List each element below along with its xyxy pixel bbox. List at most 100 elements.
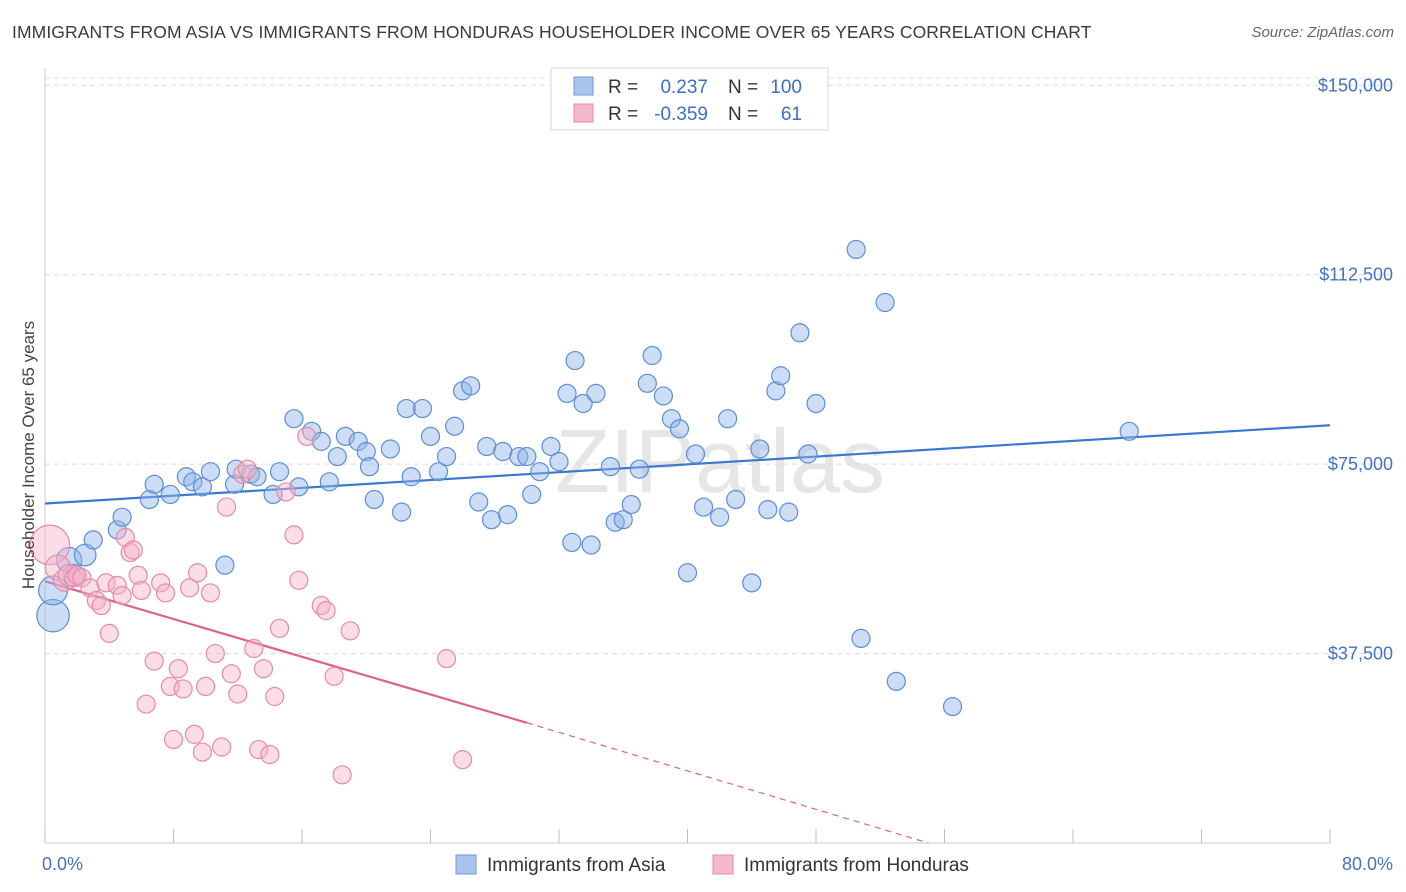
asia-point [693, 497, 714, 517]
legend-n-label: N = [728, 77, 758, 98]
asia-point [942, 697, 963, 717]
legend-n-value: 61 [781, 104, 802, 125]
honduras-point [44, 554, 72, 581]
honduras-point [284, 525, 304, 545]
asia-trend-line [44, 424, 1331, 505]
honduras-point [221, 664, 241, 684]
asia-point [200, 462, 221, 482]
honduras-point [184, 724, 204, 744]
asia-point [139, 489, 160, 510]
asia-point [661, 409, 682, 429]
data-points [29, 239, 1139, 785]
honduras-point [112, 585, 132, 606]
asia-point [311, 431, 331, 451]
chart-title: IMMIGRANTS FROM ASIA VS IMMIGRANTS FROM … [12, 22, 1092, 42]
honduras-point [228, 684, 248, 704]
asia-point [886, 671, 906, 691]
honduras-point [196, 676, 216, 697]
asia-point [481, 510, 502, 530]
honduras-point [187, 563, 208, 583]
honduras-point [200, 583, 221, 603]
asia-point [766, 381, 786, 401]
honduras-point [72, 568, 92, 588]
asia-point [509, 446, 529, 467]
asia-point [629, 459, 649, 479]
asia-point [327, 446, 347, 467]
honduras-point [120, 542, 140, 563]
asia-point [653, 386, 674, 406]
asia-point [790, 323, 810, 343]
honduras-point [131, 580, 151, 601]
asia-point [685, 444, 706, 464]
asia-point [621, 494, 641, 515]
legend-n-label: N = [728, 104, 758, 125]
honduras-point [316, 601, 336, 621]
x-tick-label: 0.0% [42, 854, 83, 874]
asia-point [637, 373, 657, 393]
trend-lines [44, 424, 1331, 844]
asia-point [356, 441, 376, 462]
asia-point [396, 398, 417, 419]
series-legend: Immigrants from Asia Immigrants from Hond… [455, 854, 969, 876]
honduras-point [128, 565, 148, 585]
asia-point [758, 499, 778, 520]
asia-point [224, 474, 245, 494]
honduras-point [276, 482, 296, 502]
asia-point [1119, 421, 1139, 441]
asia-point [107, 520, 127, 540]
asia-point [750, 439, 770, 459]
asia-point [522, 484, 542, 505]
series-legend-label: Immigrants from Asia [487, 855, 666, 876]
honduras-point [453, 750, 473, 770]
series-legend-swatch [455, 854, 477, 875]
asia-point [573, 393, 593, 414]
honduras-point [253, 659, 274, 679]
asia-point [806, 393, 826, 414]
honduras-point [297, 426, 317, 446]
asia-point [83, 530, 103, 550]
asia-point [493, 441, 513, 462]
y-tick-label: $75,000 [1328, 454, 1393, 474]
asia-point [742, 573, 762, 593]
asia-point [144, 474, 164, 494]
asia-point [176, 467, 196, 487]
asia-point [469, 492, 489, 512]
asia-point [771, 366, 791, 386]
y-axis-title: Householder Income Over 65 years [19, 321, 38, 589]
series-legend-label: Immigrants from Honduras [744, 855, 969, 876]
honduras-point [244, 638, 264, 659]
asia-point [289, 477, 309, 497]
legend-r-value: -0.359 [654, 104, 708, 125]
asia-point [798, 444, 818, 464]
asia-point [875, 292, 895, 313]
asia-point [851, 628, 871, 649]
asia-point [541, 436, 561, 457]
asia-point [461, 376, 481, 396]
asia-point [348, 431, 368, 451]
asia-point [401, 467, 421, 487]
legend-r-value: 0.237 [660, 77, 708, 98]
honduras-trend-line [44, 580, 528, 724]
asia-point [112, 507, 132, 527]
asia-point [428, 462, 449, 482]
asia-point [642, 345, 662, 366]
asia-point [562, 532, 582, 553]
y-tick-labels: $37,500 $75,000 $112,500 $150,000 [1318, 75, 1393, 663]
honduras-point [237, 459, 257, 479]
honduras-point [216, 497, 237, 517]
gridlines [45, 77, 1395, 655]
asia-point [364, 489, 384, 510]
asia-point [498, 505, 518, 525]
legend-n-value: 100 [770, 77, 802, 98]
honduras-point [91, 595, 111, 616]
honduras-point [332, 765, 352, 785]
asia-point [846, 239, 866, 260]
asia-point [530, 462, 550, 482]
source-label: Source: ZipAtlas.com [1251, 24, 1394, 41]
honduras-point [340, 621, 360, 641]
y-tick-label: $150,000 [1318, 75, 1393, 95]
legend-swatch [573, 76, 594, 96]
x-tick-labels: 0.0% 80.0% [42, 854, 1393, 874]
axes [44, 68, 1331, 844]
